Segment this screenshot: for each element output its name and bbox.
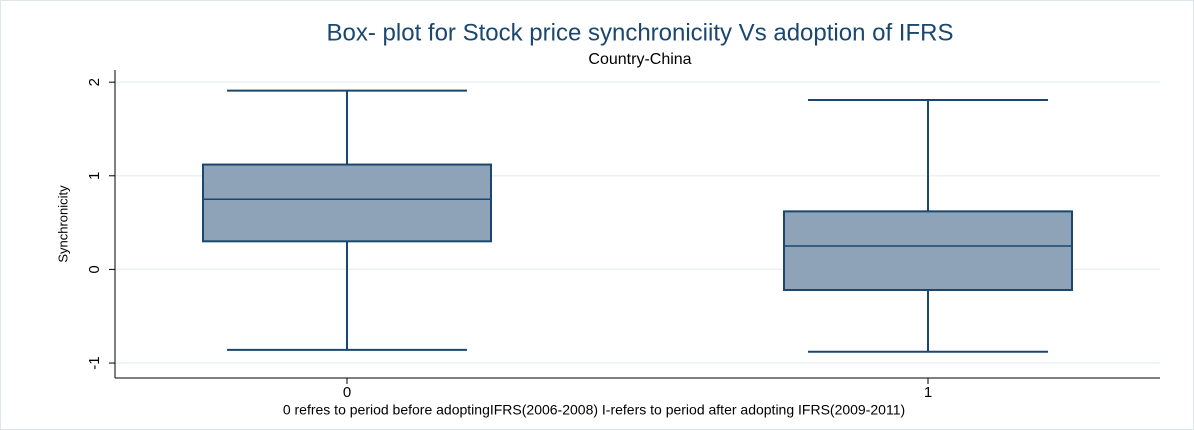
y-tick-label: 2 [86, 78, 103, 86]
y-tick-label: -1 [86, 356, 103, 369]
x-tick-label: 0 [343, 384, 351, 401]
x-axis-label: 0 refres to period before adoptingIFRS(2… [283, 402, 905, 418]
y-tick-label: 1 [86, 172, 103, 180]
y-tick-label: 0 [86, 265, 103, 273]
box [783, 210, 1073, 292]
box [202, 163, 492, 243]
chart-subtitle: Country-China [588, 51, 691, 68]
chart-title: Box- plot for Stock price synchroniciity… [327, 19, 954, 46]
x-tick-label: 1 [924, 384, 932, 401]
y-axis-label: Synchronicity [55, 185, 70, 263]
